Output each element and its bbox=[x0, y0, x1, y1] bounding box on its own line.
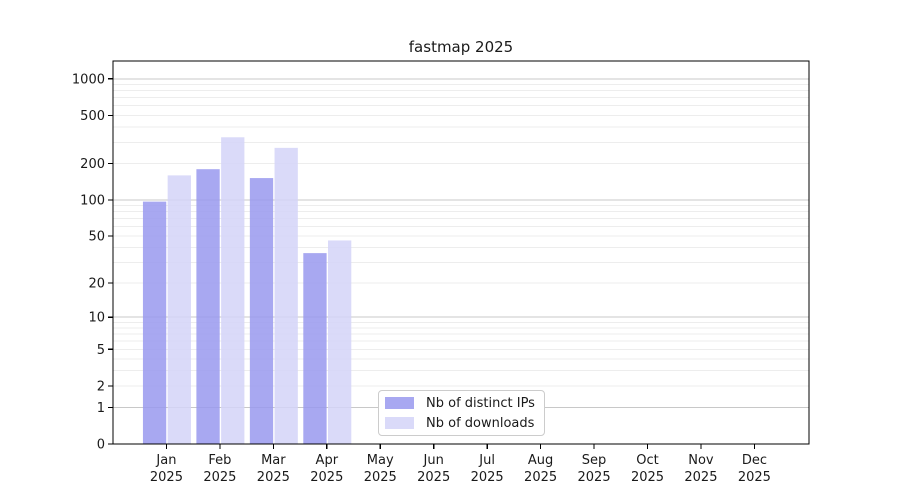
legend-item-distinct-ips: Nb of distinct IPs bbox=[385, 396, 538, 411]
x-tick-label-month: Jun bbox=[423, 453, 444, 468]
y-tick-label: 500 bbox=[80, 109, 105, 124]
x-tick-label-month: Dec bbox=[742, 453, 767, 468]
y-tick-label: 0 bbox=[97, 438, 105, 453]
x-tick-label-year: 2025 bbox=[471, 470, 504, 485]
x-tick-label-month: Sep bbox=[582, 453, 607, 468]
y-tick-label: 50 bbox=[88, 230, 105, 245]
x-tick-label-year: 2025 bbox=[417, 470, 450, 485]
bar-distinct-ips-0 bbox=[142, 201, 167, 444]
y-tick-label: 5 bbox=[97, 343, 105, 358]
x-tick-label-year: 2025 bbox=[257, 470, 290, 485]
x-tick-label-month: Oct bbox=[636, 453, 658, 468]
legend-label-distinct-ips: Nb of distinct IPs bbox=[426, 395, 535, 411]
y-tick-label: 2 bbox=[97, 379, 105, 394]
legend: Nb of distinct IPs Nb of downloads bbox=[378, 390, 545, 436]
x-tick-label-month: Feb bbox=[208, 453, 231, 468]
bar-downloads-2 bbox=[274, 147, 298, 444]
chart-title: fastmap 2025 bbox=[408, 38, 514, 56]
x-tick-label-month: Aug bbox=[528, 453, 553, 468]
y-tick-label: 1 bbox=[97, 401, 105, 416]
x-tick-label-month: Mar bbox=[261, 453, 286, 468]
x-tick-label-year: 2025 bbox=[150, 470, 183, 485]
bar-distinct-ips-2 bbox=[249, 178, 274, 445]
y-tick-label: 200 bbox=[80, 157, 105, 172]
y-tick-label: 20 bbox=[88, 277, 105, 292]
y-tick-label: 100 bbox=[80, 194, 105, 209]
x-tick-label-year: 2025 bbox=[524, 470, 557, 485]
x-tick-label-year: 2025 bbox=[578, 470, 611, 485]
y-tick-label: 10 bbox=[88, 311, 105, 326]
x-tick-label-year: 2025 bbox=[738, 470, 771, 485]
plot-border bbox=[112, 60, 810, 445]
x-tick-label-month: Jul bbox=[478, 453, 495, 468]
legend-label-downloads: Nb of downloads bbox=[426, 415, 535, 431]
x-tick-label-month: Nov bbox=[688, 453, 714, 468]
x-tick-label-month: May bbox=[367, 453, 394, 468]
y-tick-label: 1000 bbox=[72, 72, 105, 87]
x-tick-label-month: Apr bbox=[316, 453, 339, 468]
legend-item-downloads: Nb of downloads bbox=[385, 416, 538, 431]
x-tick-label-year: 2025 bbox=[203, 470, 236, 485]
x-tick-label-year: 2025 bbox=[364, 470, 397, 485]
x-tick-label-year: 2025 bbox=[631, 470, 664, 485]
x-tick-label-month: Jan bbox=[155, 453, 176, 468]
bar-downloads-3 bbox=[328, 240, 352, 444]
legend-swatch-downloads bbox=[385, 417, 414, 429]
bar-distinct-ips-1 bbox=[196, 169, 220, 444]
legend-swatch-distinct-ips bbox=[385, 397, 414, 409]
bar-downloads-1 bbox=[221, 137, 245, 444]
x-tick-label-year: 2025 bbox=[684, 470, 717, 485]
x-tick-label-year: 2025 bbox=[310, 470, 343, 485]
bar-distinct-ips-3 bbox=[303, 253, 327, 444]
bar-downloads-0 bbox=[167, 175, 191, 444]
